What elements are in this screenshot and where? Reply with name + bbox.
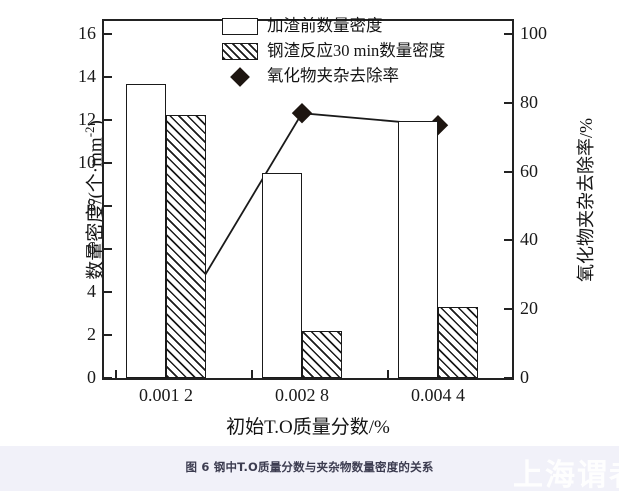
- y-axis-left-tick-label: 2: [87, 323, 96, 344]
- y-axis-left-tick: [104, 204, 112, 207]
- bar-before-slag: [262, 172, 302, 378]
- y-axis-right-tick-label: 40: [520, 229, 538, 250]
- y-axis-right-tick-label: 80: [520, 91, 538, 112]
- x-axis-tick-label: 0.002 8: [275, 385, 329, 405]
- y-axis-right-tick: [504, 239, 512, 242]
- y-axis-right-tick: [504, 308, 512, 311]
- y-axis-left-tick: [104, 247, 112, 250]
- y-axis-right-tick: [504, 377, 512, 379]
- bar-after-30min: [302, 330, 342, 378]
- y-axis-left-tick: [104, 290, 112, 293]
- y-axis-left-tick-label: 16: [78, 22, 96, 43]
- y-axis-left-tick-label: 4: [87, 280, 96, 301]
- x-axis-title: 初始T.O质量分数/%: [226, 417, 390, 438]
- y-axis-left-tick: [104, 377, 112, 379]
- figure-caption: 图 6 钢中T.O质量分数与夹杂物数量密度的关系: [185, 460, 434, 474]
- removal-rate-marker: [291, 102, 313, 124]
- plain-square-icon: [222, 18, 258, 35]
- y-axis-left-tick-label: 12: [78, 108, 96, 129]
- hatched-square-icon: [222, 43, 258, 60]
- x-axis-tick: [114, 370, 117, 378]
- filled-diamond-icon: [222, 66, 258, 87]
- y-axis-left-tick: [104, 75, 112, 78]
- y-axis-left-tick-label: 14: [78, 65, 96, 86]
- y-axis-left-tick: [104, 333, 112, 336]
- legend-item-removal-rate: 氧化物夹杂去除率: [222, 64, 445, 89]
- plot-area: 0 2 4 6 8 10 12 14 16 0 20 40 60 80 100 0.001 2 0.002 8 0…: [78, 19, 547, 405]
- legend-item-after-30min: 钢渣反应30 min数量密度: [222, 39, 445, 64]
- y-axis-left-tick: [104, 32, 112, 35]
- y-axis-left-tick: [104, 118, 112, 121]
- legend-label-removal-rate: 氧化物夹杂去除率: [267, 66, 399, 86]
- y-axis-right-tick: [504, 170, 512, 173]
- bar-before-slag: [398, 121, 438, 378]
- y-axis-right-tick-label: 100: [520, 23, 547, 44]
- y-axis-right-tick-label: 0: [520, 367, 529, 387]
- x-axis-tick-label: 0.001 2: [139, 385, 193, 405]
- y-axis-left-tick-label: 6: [87, 237, 96, 258]
- y-axis-right-tick-label: 60: [520, 160, 538, 181]
- y-axis-left-tick: [104, 161, 112, 164]
- y-axis-left-tick-label: 8: [87, 194, 96, 215]
- caption-bar: 图 6 钢中T.O质量分数与夹杂物数量密度的关系 上海谓者: [0, 446, 619, 491]
- y-axis-left-tick-label: 10: [78, 151, 96, 172]
- x-axis-tick: [386, 370, 389, 378]
- y-axis-right-tick: [504, 101, 512, 104]
- legend: 加渣前数量密度 钢渣反应30 min数量密度 氧化物夹杂去除率: [222, 14, 445, 89]
- watermark: 上海谓者: [513, 458, 619, 491]
- y-axis-right-tick: [504, 33, 512, 36]
- bar-after-30min: [166, 114, 206, 378]
- bar-after-30min: [438, 307, 478, 378]
- legend-label-before-slag: 加渣前数量密度: [267, 16, 383, 36]
- x-axis-tick-label: 0.004 4: [411, 385, 465, 405]
- y-axis-left-tick-label: 0: [87, 367, 96, 387]
- y-axis-right-tick-label: 20: [520, 298, 538, 319]
- x-axis-tick: [250, 370, 253, 378]
- legend-label-after-30min: 钢渣反应30 min数量密度: [267, 41, 446, 61]
- legend-item-before-slag: 加渣前数量密度: [222, 14, 445, 39]
- y-axis-right-title: 氧化物夹杂去除率/%: [576, 118, 596, 282]
- bar-before-slag: [126, 84, 166, 378]
